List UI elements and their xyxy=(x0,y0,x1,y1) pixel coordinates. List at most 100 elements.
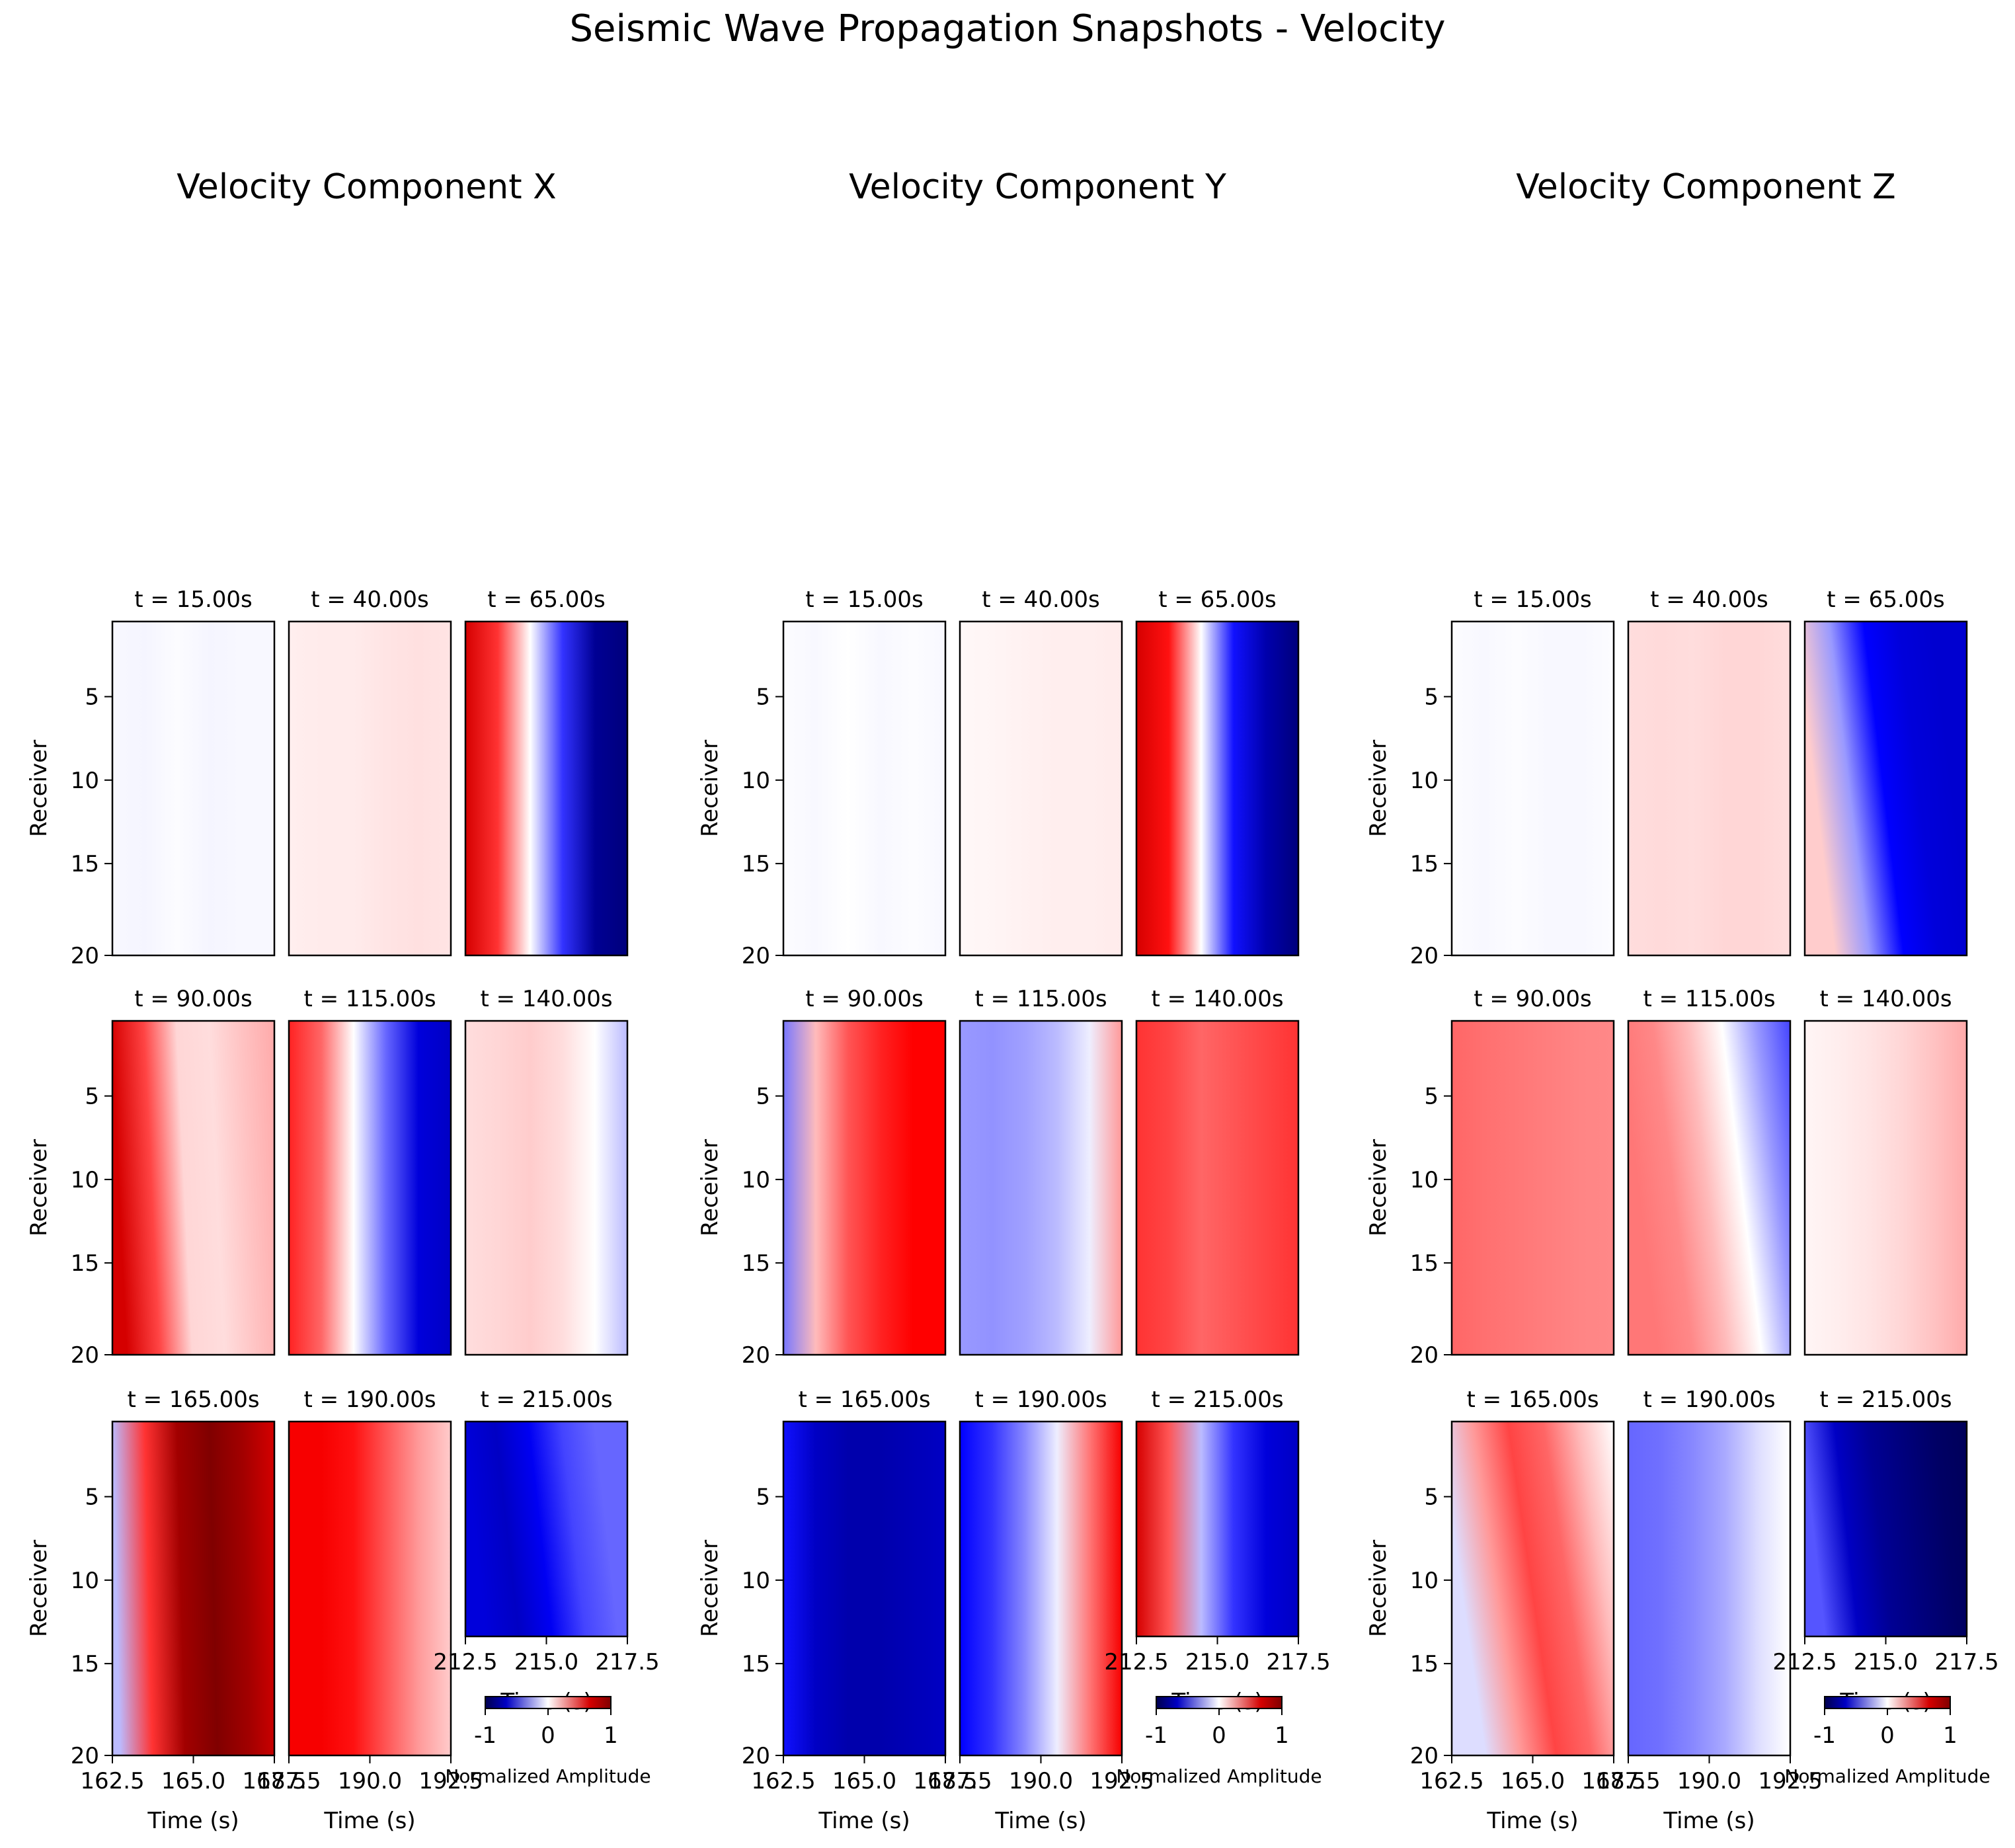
x-tick-label: 192.5 xyxy=(1089,1768,1154,1794)
snapshot-title: t = 40.00s xyxy=(982,586,1099,613)
y-tick-label: 10 xyxy=(742,768,770,794)
axes-frame xyxy=(111,1020,276,1356)
y-tick-label: 5 xyxy=(85,1084,99,1110)
snapshot-title: t = 65.00s xyxy=(1158,586,1276,613)
axes-frame xyxy=(1450,620,1615,957)
heatmap-image xyxy=(783,1422,945,1755)
axes-frame xyxy=(288,1020,452,1356)
snapshot-title: t = 190.00s xyxy=(974,1386,1107,1413)
colorbar-tick-label: -1 xyxy=(1145,1722,1167,1749)
x-tick-label: 190.0 xyxy=(338,1768,402,1794)
heatmap-image xyxy=(465,622,627,955)
axes-frame xyxy=(464,1020,629,1356)
axes-frame xyxy=(1803,620,1968,957)
snapshot-title: t = 15.00s xyxy=(134,586,252,613)
axes-frame xyxy=(1627,1020,1792,1356)
y-tick-label: 5 xyxy=(85,1484,99,1511)
x-tick-label: 187.5 xyxy=(1596,1768,1660,1794)
heatmap-image xyxy=(112,1021,274,1355)
x-tick-label: 167.5 xyxy=(913,1768,977,1794)
y-tick-label: 20 xyxy=(1410,1743,1439,1769)
x-axis-label: Time (s) xyxy=(1486,1808,1578,1834)
x-axis-label: Time (s) xyxy=(818,1808,910,1834)
y-tick-label: 5 xyxy=(756,684,770,711)
y-axis-label: Receiver xyxy=(697,740,723,837)
y-axis-label: Receiver xyxy=(26,1540,52,1637)
heatmap-image xyxy=(1136,622,1298,955)
x-tick-label: 162.5 xyxy=(751,1768,815,1794)
y-tick-label: 15 xyxy=(71,851,99,877)
x-tick-label: 187.5 xyxy=(257,1768,321,1794)
axes-frame xyxy=(959,620,1123,957)
y-tick-label: 5 xyxy=(756,1484,770,1511)
y-tick-label: 15 xyxy=(1410,1250,1439,1277)
axes-frame xyxy=(288,620,452,957)
x-axis-label: Time (s) xyxy=(147,1808,239,1834)
y-tick-label: 15 xyxy=(1410,851,1439,877)
snapshot-title: t = 15.00s xyxy=(805,586,923,613)
x-tick-label: 162.5 xyxy=(80,1768,144,1794)
x-tick-label: 215.0 xyxy=(514,1649,578,1675)
y-tick-label: 5 xyxy=(85,684,99,711)
x-tick-label: 162.5 xyxy=(1419,1768,1483,1794)
y-tick-label: 10 xyxy=(742,1568,770,1594)
axes-frame xyxy=(959,1020,1123,1356)
colorbar-label: Normalized Amplitude xyxy=(1116,1765,1322,1787)
heatmap-image xyxy=(1628,622,1790,955)
y-axis-label: Receiver xyxy=(1365,740,1392,837)
snapshot-title: t = 165.00s xyxy=(798,1386,930,1413)
y-axis-label: Receiver xyxy=(26,1139,52,1236)
snapshot-title: t = 40.00s xyxy=(1650,586,1768,613)
heatmap-image xyxy=(289,1422,451,1755)
x-tick-label: 215.0 xyxy=(1185,1649,1249,1675)
snapshot-title: t = 190.00s xyxy=(1643,1386,1775,1413)
y-tick-label: 20 xyxy=(1410,1342,1439,1369)
colorbar-tick-label: 0 xyxy=(1880,1722,1895,1749)
snapshot-title: t = 215.00s xyxy=(480,1386,612,1413)
y-tick-label: 15 xyxy=(71,1651,99,1677)
snapshot-title: t = 115.00s xyxy=(974,986,1107,1012)
snapshot-title: t = 90.00s xyxy=(1474,986,1591,1012)
y-tick-label: 15 xyxy=(71,1250,99,1277)
y-tick-label: 10 xyxy=(1410,1568,1439,1594)
x-tick-label: 192.5 xyxy=(1758,1768,1822,1794)
y-tick-label: 5 xyxy=(1424,684,1439,711)
y-tick-label: 20 xyxy=(71,1743,99,1769)
axes-frame xyxy=(1803,1020,1968,1356)
x-tick-label: 167.5 xyxy=(242,1768,306,1794)
heatmap-image xyxy=(1136,1021,1298,1355)
x-tick-label: 212.5 xyxy=(1104,1649,1168,1675)
x-tick-label: 187.5 xyxy=(928,1768,992,1794)
heatmap-image xyxy=(1805,1021,1967,1355)
snapshot-title: t = 90.00s xyxy=(805,986,923,1012)
snapshot-title: t = 165.00s xyxy=(127,1386,259,1413)
x-tick-label: 217.5 xyxy=(595,1649,659,1675)
heatmap-image xyxy=(465,1422,627,1636)
y-axis-label: Receiver xyxy=(1365,1139,1392,1236)
heatmap-image xyxy=(1136,1422,1298,1636)
x-tick-label: 212.5 xyxy=(433,1649,497,1675)
heatmap-image xyxy=(1805,1422,1967,1636)
y-tick-label: 20 xyxy=(742,943,770,969)
snapshot-title: t = 215.00s xyxy=(1151,1386,1283,1413)
y-tick-label: 5 xyxy=(1424,1484,1439,1511)
x-tick-label: 190.0 xyxy=(1677,1768,1741,1794)
snapshot-title: t = 165.00s xyxy=(1466,1386,1599,1413)
y-tick-label: 10 xyxy=(71,1167,99,1193)
y-axis-label: Receiver xyxy=(1365,1540,1392,1637)
snapshot-title: t = 215.00s xyxy=(1819,1386,1952,1413)
y-tick-label: 10 xyxy=(1410,1167,1439,1193)
y-tick-label: 15 xyxy=(742,1651,770,1677)
snapshot-title: t = 65.00s xyxy=(487,586,605,613)
x-tick-label: 217.5 xyxy=(1934,1649,1998,1675)
y-tick-label: 20 xyxy=(71,1342,99,1369)
colorbar xyxy=(1824,1696,1951,1709)
x-tick-label: 165.0 xyxy=(161,1768,225,1794)
x-tick-label: 192.5 xyxy=(418,1768,483,1794)
x-tick-label: 165.0 xyxy=(832,1768,896,1794)
snapshot-title: t = 140.00s xyxy=(480,986,612,1012)
axes-frame xyxy=(1627,620,1792,957)
colorbar-tick-label: 0 xyxy=(1212,1722,1226,1749)
x-axis-label: Time (s) xyxy=(1663,1808,1755,1834)
